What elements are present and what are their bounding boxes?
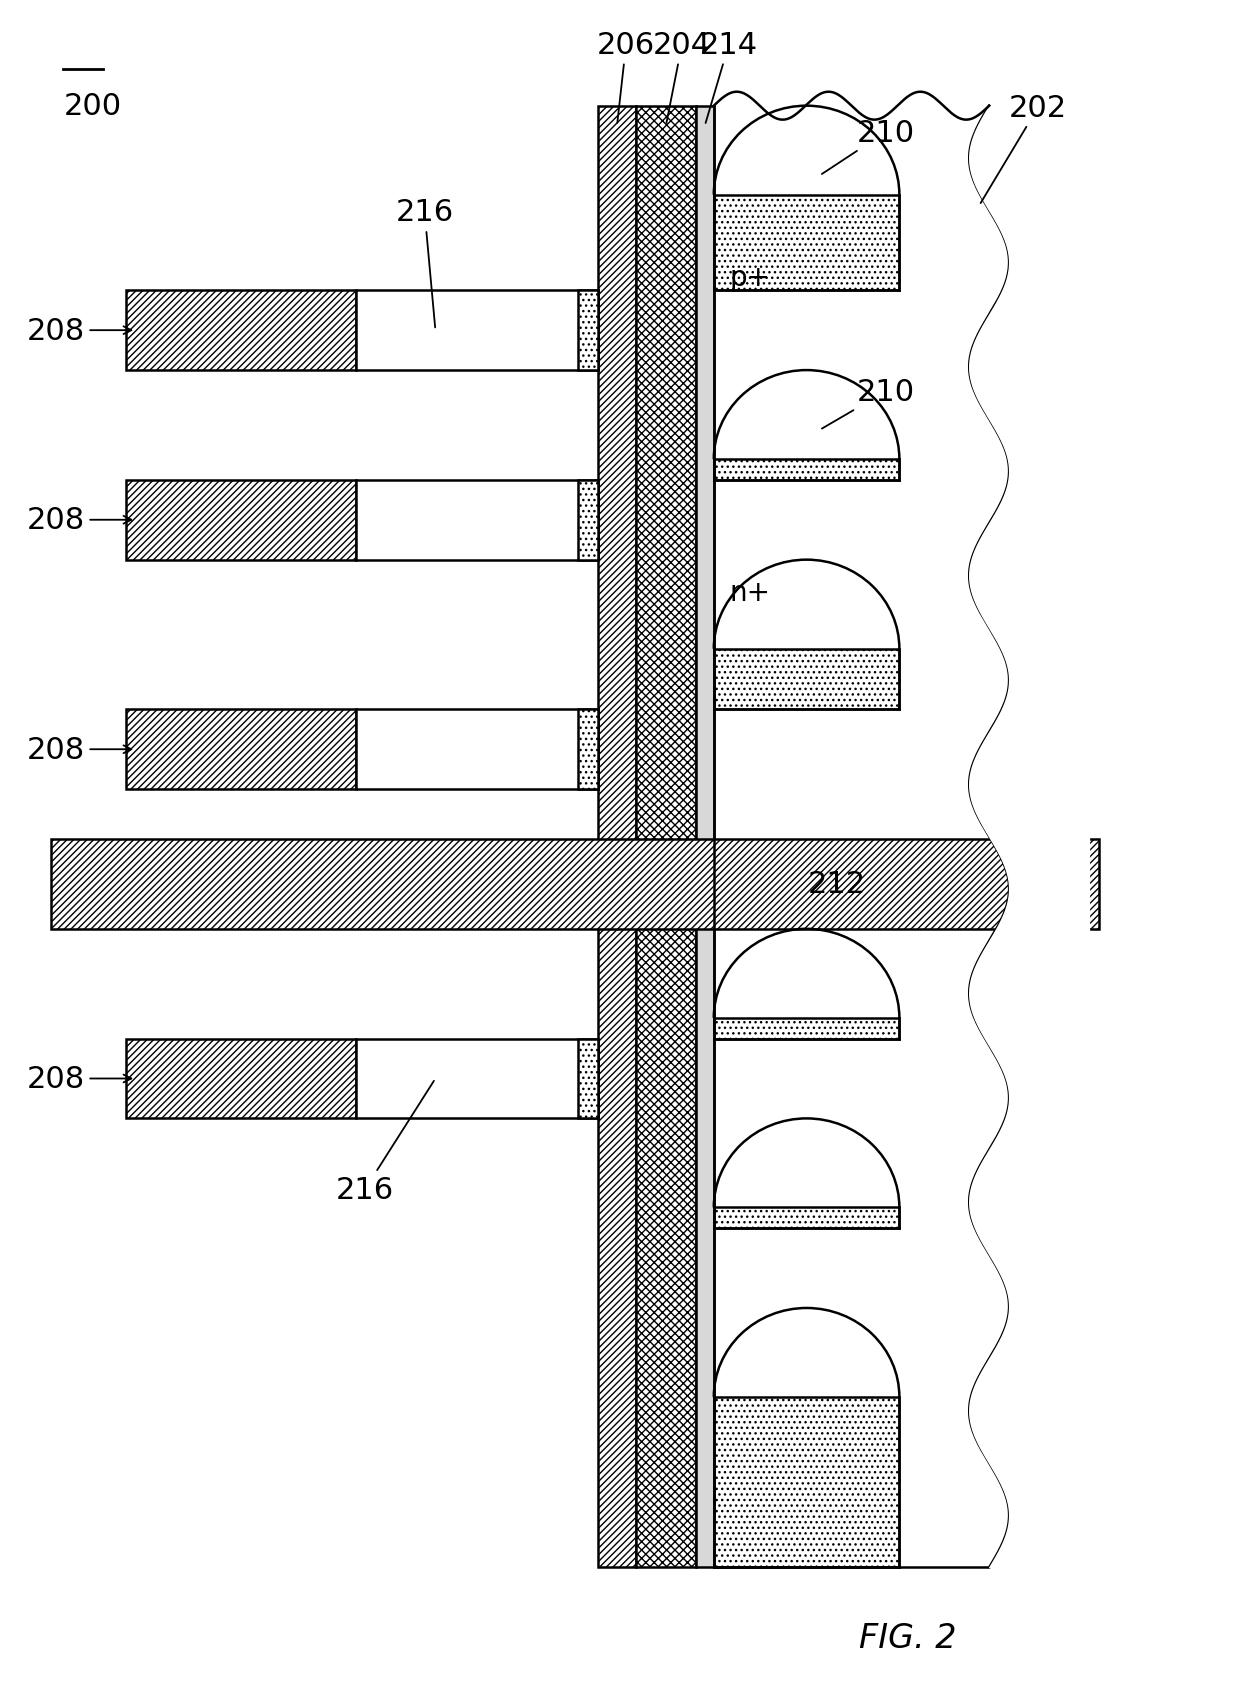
Text: 202: 202 bbox=[981, 94, 1068, 203]
Bar bbox=[578, 710, 598, 790]
Bar bbox=[714, 1019, 899, 1040]
Bar bbox=[578, 1040, 598, 1118]
Bar bbox=[712, 193, 901, 294]
Bar bbox=[714, 649, 899, 710]
Text: 208: 208 bbox=[26, 505, 131, 534]
Bar bbox=[126, 1040, 356, 1118]
Bar bbox=[714, 459, 899, 481]
Ellipse shape bbox=[714, 106, 899, 285]
Text: 204: 204 bbox=[653, 31, 711, 125]
Bar bbox=[126, 292, 356, 370]
Bar bbox=[51, 840, 1099, 929]
Ellipse shape bbox=[714, 560, 899, 739]
Text: 200: 200 bbox=[63, 92, 122, 121]
Ellipse shape bbox=[714, 929, 899, 1108]
Bar bbox=[712, 1205, 901, 1231]
Bar bbox=[712, 1395, 901, 1569]
Bar bbox=[578, 292, 598, 370]
Text: 206: 206 bbox=[596, 31, 655, 125]
Ellipse shape bbox=[714, 370, 899, 550]
Bar bbox=[126, 710, 356, 790]
Bar bbox=[598, 106, 636, 1567]
Bar bbox=[696, 106, 714, 1567]
Text: p+: p+ bbox=[730, 265, 771, 292]
Text: 208: 208 bbox=[26, 316, 131, 345]
Text: 216: 216 bbox=[336, 1081, 434, 1205]
Text: 214: 214 bbox=[699, 31, 758, 125]
Bar bbox=[714, 196, 899, 292]
Bar bbox=[636, 106, 696, 1567]
Bar bbox=[356, 481, 598, 560]
Bar bbox=[714, 1398, 899, 1567]
Bar bbox=[356, 292, 598, 370]
Text: n+: n+ bbox=[730, 579, 771, 606]
Text: 208: 208 bbox=[26, 1065, 131, 1094]
Text: 212: 212 bbox=[808, 871, 866, 900]
Text: 210: 210 bbox=[822, 377, 915, 428]
Bar bbox=[712, 647, 901, 712]
Text: FIG. 2: FIG. 2 bbox=[859, 1622, 957, 1654]
Bar bbox=[356, 710, 598, 790]
Bar bbox=[356, 1040, 598, 1118]
Text: 210: 210 bbox=[822, 118, 915, 174]
Ellipse shape bbox=[714, 1118, 899, 1297]
Bar bbox=[712, 457, 901, 483]
Bar bbox=[578, 481, 598, 560]
Text: 216: 216 bbox=[396, 198, 454, 328]
Bar bbox=[126, 481, 356, 560]
Text: 208: 208 bbox=[26, 736, 131, 765]
Bar bbox=[714, 1209, 899, 1229]
Bar bbox=[714, 106, 990, 1567]
Ellipse shape bbox=[714, 1308, 899, 1487]
Bar bbox=[712, 1016, 901, 1041]
